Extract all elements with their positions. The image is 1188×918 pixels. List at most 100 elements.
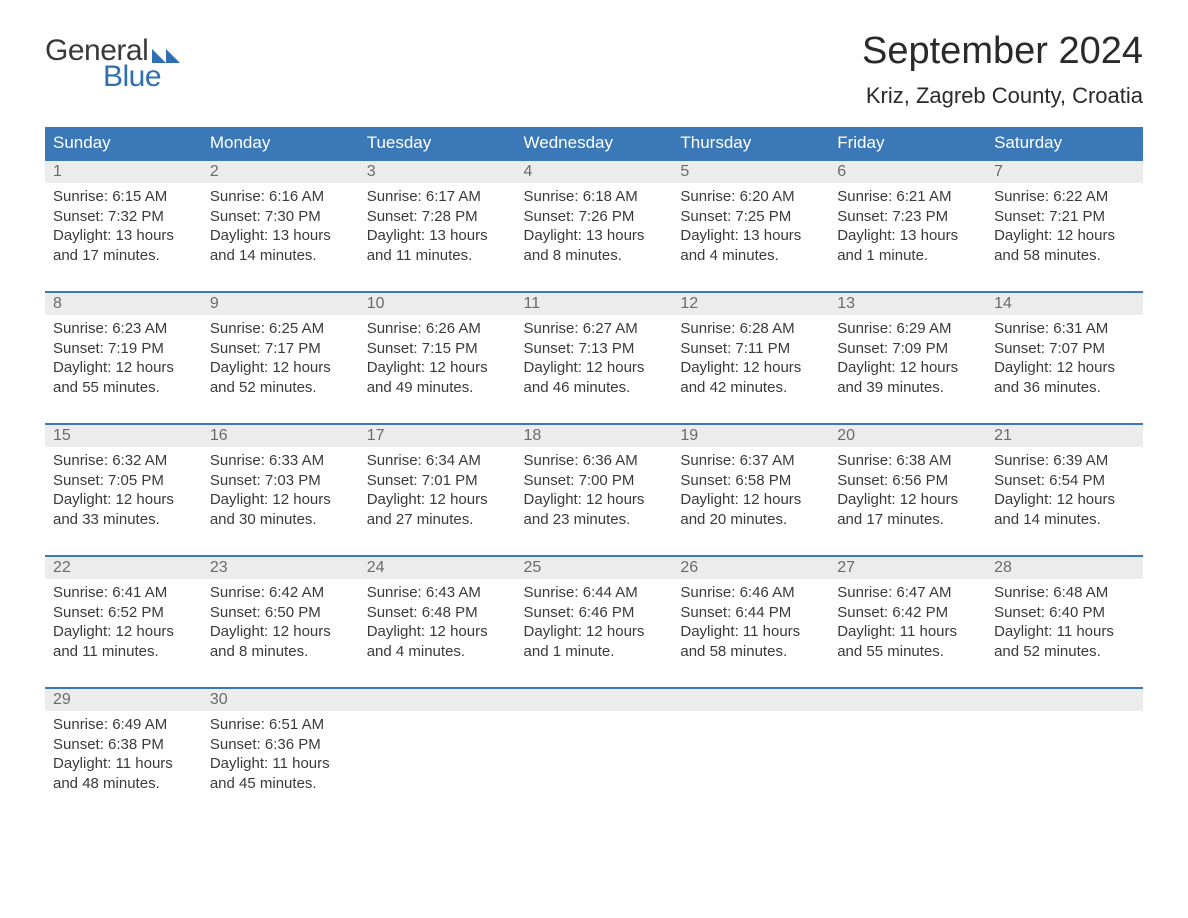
day-number-cell: 15 (45, 424, 202, 447)
day-info-cell (359, 711, 516, 819)
sunrise-text: Sunrise: 6:27 AM (524, 319, 665, 339)
sunrise-text: Sunrise: 6:32 AM (53, 451, 194, 471)
day-info-cell: Sunrise: 6:48 AMSunset: 6:40 PMDaylight:… (986, 579, 1143, 688)
sunrise-text: Sunrise: 6:42 AM (210, 583, 351, 603)
day-info-cell: Sunrise: 6:16 AMSunset: 7:30 PMDaylight:… (202, 183, 359, 292)
day-info-cell: Sunrise: 6:43 AMSunset: 6:48 PMDaylight:… (359, 579, 516, 688)
day-info-cell: Sunrise: 6:22 AMSunset: 7:21 PMDaylight:… (986, 183, 1143, 292)
daylight-text: Daylight: 12 hours and 46 minutes. (524, 358, 665, 397)
day-number-cell: 6 (829, 160, 986, 183)
sunrise-text: Sunrise: 6:23 AM (53, 319, 194, 339)
sunrise-text: Sunrise: 6:16 AM (210, 187, 351, 207)
day-info-row: Sunrise: 6:32 AMSunset: 7:05 PMDaylight:… (45, 447, 1143, 556)
daylight-text: Daylight: 13 hours and 1 minute. (837, 226, 978, 265)
daylight-text: Daylight: 13 hours and 4 minutes. (680, 226, 821, 265)
sunset-text: Sunset: 7:21 PM (994, 207, 1135, 227)
daylight-text: Daylight: 12 hours and 49 minutes. (367, 358, 508, 397)
sunset-text: Sunset: 7:05 PM (53, 471, 194, 491)
day-info-cell: Sunrise: 6:32 AMSunset: 7:05 PMDaylight:… (45, 447, 202, 556)
daylight-text: Daylight: 12 hours and 8 minutes. (210, 622, 351, 661)
sunrise-text: Sunrise: 6:43 AM (367, 583, 508, 603)
page-title: September 2024 (862, 30, 1143, 73)
day-info-cell: Sunrise: 6:36 AMSunset: 7:00 PMDaylight:… (516, 447, 673, 556)
day-number-cell: 10 (359, 292, 516, 315)
daylight-text: Daylight: 12 hours and 17 minutes. (837, 490, 978, 529)
header: General Blue September 2024 Kriz, Zagreb… (45, 30, 1143, 109)
sunset-text: Sunset: 7:25 PM (680, 207, 821, 227)
day-info-cell: Sunrise: 6:28 AMSunset: 7:11 PMDaylight:… (672, 315, 829, 424)
day-number-cell: 28 (986, 556, 1143, 579)
day-info-cell: Sunrise: 6:49 AMSunset: 6:38 PMDaylight:… (45, 711, 202, 819)
day-info-cell: Sunrise: 6:27 AMSunset: 7:13 PMDaylight:… (516, 315, 673, 424)
day-number-cell: 3 (359, 160, 516, 183)
day-info-cell (986, 711, 1143, 819)
day-number-cell (672, 688, 829, 711)
daylight-text: Daylight: 13 hours and 14 minutes. (210, 226, 351, 265)
weekday-header-row: Sunday Monday Tuesday Wednesday Thursday… (45, 127, 1143, 160)
brand-logo: General Blue (45, 34, 180, 94)
sunrise-text: Sunrise: 6:18 AM (524, 187, 665, 207)
day-number-cell: 24 (359, 556, 516, 579)
day-number-cell (359, 688, 516, 711)
daylight-text: Daylight: 11 hours and 55 minutes. (837, 622, 978, 661)
day-number-cell: 13 (829, 292, 986, 315)
sunset-text: Sunset: 6:44 PM (680, 603, 821, 623)
sunset-text: Sunset: 7:07 PM (994, 339, 1135, 359)
weekday-header: Sunday (45, 127, 202, 160)
day-number-cell (516, 688, 673, 711)
day-number-cell: 1 (45, 160, 202, 183)
sunrise-text: Sunrise: 6:36 AM (524, 451, 665, 471)
day-number-cell (829, 688, 986, 711)
sunset-text: Sunset: 7:13 PM (524, 339, 665, 359)
sunset-text: Sunset: 7:30 PM (210, 207, 351, 227)
daylight-text: Daylight: 12 hours and 14 minutes. (994, 490, 1135, 529)
sunset-text: Sunset: 7:00 PM (524, 471, 665, 491)
sunrise-text: Sunrise: 6:21 AM (837, 187, 978, 207)
sunrise-text: Sunrise: 6:22 AM (994, 187, 1135, 207)
daylight-text: Daylight: 12 hours and 42 minutes. (680, 358, 821, 397)
day-number-cell: 2 (202, 160, 359, 183)
daylight-text: Daylight: 12 hours and 4 minutes. (367, 622, 508, 661)
sunset-text: Sunset: 6:40 PM (994, 603, 1135, 623)
day-number-cell: 9 (202, 292, 359, 315)
sunrise-text: Sunrise: 6:26 AM (367, 319, 508, 339)
sunset-text: Sunset: 7:03 PM (210, 471, 351, 491)
day-number-cell: 30 (202, 688, 359, 711)
daylight-text: Daylight: 11 hours and 48 minutes. (53, 754, 194, 793)
day-info-cell: Sunrise: 6:47 AMSunset: 6:42 PMDaylight:… (829, 579, 986, 688)
sunset-text: Sunset: 7:23 PM (837, 207, 978, 227)
day-number-cell: 20 (829, 424, 986, 447)
sunset-text: Sunset: 6:58 PM (680, 471, 821, 491)
sunrise-text: Sunrise: 6:15 AM (53, 187, 194, 207)
day-number-cell: 25 (516, 556, 673, 579)
brand-word2: Blue (103, 60, 161, 94)
sunrise-text: Sunrise: 6:48 AM (994, 583, 1135, 603)
calendar-table: Sunday Monday Tuesday Wednesday Thursday… (45, 127, 1143, 819)
sunrise-text: Sunrise: 6:20 AM (680, 187, 821, 207)
day-number-cell: 17 (359, 424, 516, 447)
day-info-row: Sunrise: 6:49 AMSunset: 6:38 PMDaylight:… (45, 711, 1143, 819)
weekday-header: Monday (202, 127, 359, 160)
sunrise-text: Sunrise: 6:38 AM (837, 451, 978, 471)
day-info-cell: Sunrise: 6:44 AMSunset: 6:46 PMDaylight:… (516, 579, 673, 688)
day-number-cell: 11 (516, 292, 673, 315)
sunset-text: Sunset: 7:15 PM (367, 339, 508, 359)
day-number-cell: 27 (829, 556, 986, 579)
day-info-cell: Sunrise: 6:46 AMSunset: 6:44 PMDaylight:… (672, 579, 829, 688)
sunrise-text: Sunrise: 6:33 AM (210, 451, 351, 471)
sunrise-text: Sunrise: 6:47 AM (837, 583, 978, 603)
day-number-row: 22232425262728 (45, 556, 1143, 579)
day-info-cell: Sunrise: 6:25 AMSunset: 7:17 PMDaylight:… (202, 315, 359, 424)
day-number-cell: 7 (986, 160, 1143, 183)
daylight-text: Daylight: 13 hours and 11 minutes. (367, 226, 508, 265)
sunset-text: Sunset: 6:38 PM (53, 735, 194, 755)
day-info-cell (672, 711, 829, 819)
daylight-text: Daylight: 12 hours and 20 minutes. (680, 490, 821, 529)
sunset-text: Sunset: 7:09 PM (837, 339, 978, 359)
sunrise-text: Sunrise: 6:46 AM (680, 583, 821, 603)
day-info-cell: Sunrise: 6:17 AMSunset: 7:28 PMDaylight:… (359, 183, 516, 292)
sunset-text: Sunset: 7:17 PM (210, 339, 351, 359)
daylight-text: Daylight: 12 hours and 1 minute. (524, 622, 665, 661)
daylight-text: Daylight: 12 hours and 33 minutes. (53, 490, 194, 529)
day-number-cell: 14 (986, 292, 1143, 315)
